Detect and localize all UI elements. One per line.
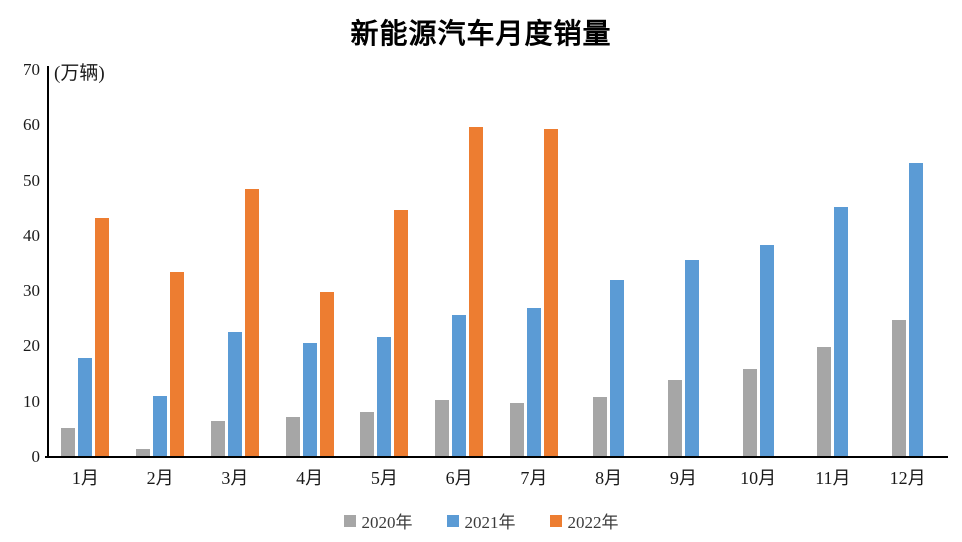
- y-axis-unit-label: (万辆): [54, 63, 105, 84]
- y-tick-label: 60: [23, 115, 40, 135]
- bar-2020年-5月: [360, 411, 375, 457]
- y-tick-label: 0: [31, 447, 41, 466]
- bar-2021年-10月: [759, 245, 774, 457]
- chart-legend: 2020年 2021年 2022年: [0, 508, 962, 533]
- y-tick-label: 70: [23, 60, 40, 79]
- x-tick-label: 11月: [815, 468, 851, 488]
- bar-2021年-4月: [302, 343, 317, 457]
- y-tick-label: 30: [23, 281, 40, 301]
- chart-title: 新能源汽车月度销量: [350, 19, 612, 50]
- legend-label: 2021年: [464, 513, 516, 532]
- bar-2020年-9月: [667, 379, 682, 457]
- legend-label: 2020年: [361, 513, 413, 532]
- bar-2022年-3月: [244, 189, 259, 457]
- bar-2022年-2月: [170, 272, 185, 457]
- x-tick-label: 5月: [370, 468, 398, 488]
- x-tick-label: 6月: [445, 468, 473, 488]
- legend-item-2020年: 2020年: [343, 508, 413, 533]
- y-axis-line: [47, 66, 49, 458]
- bar-2022年-1月: [95, 218, 110, 457]
- y-tick-label: 50: [23, 170, 40, 190]
- bar-2020年-8月: [593, 396, 608, 457]
- bar-2020年-10月: [742, 368, 757, 457]
- x-tick-label: 10月: [740, 468, 777, 488]
- bar-2021年-6月: [452, 315, 467, 457]
- legend-item-2022年: 2022年: [549, 508, 619, 533]
- x-tick-label: 9月: [669, 468, 697, 488]
- y-tick-label: 40: [23, 225, 40, 245]
- bar-2021年-7月: [526, 307, 541, 457]
- x-tick-label: 12月: [889, 468, 926, 488]
- bar-2020年-2月: [136, 448, 151, 457]
- legend-swatch-icon: [446, 514, 459, 527]
- bar-2021年-1月: [78, 358, 93, 457]
- bar-2020年-12月: [892, 319, 907, 457]
- bar-2020年-7月: [509, 402, 524, 457]
- bar-2022年-6月: [469, 126, 484, 457]
- bar-2020年-11月: [817, 346, 832, 457]
- bar-2020年-4月: [285, 417, 300, 457]
- x-tick-label: 1月: [71, 468, 99, 488]
- bar-2021年-5月: [377, 337, 392, 457]
- x-axis-line: [45, 456, 948, 458]
- bar-2022年-7月: [543, 129, 558, 457]
- bar-2020年-6月: [435, 399, 450, 457]
- x-tick-label: 2月: [146, 468, 174, 488]
- legend-swatch-icon: [343, 514, 356, 527]
- x-tick-label: 7月: [520, 468, 548, 488]
- bar-2021年-11月: [834, 207, 849, 457]
- bar-2022年-4月: [319, 292, 334, 457]
- bar-2021年-9月: [684, 260, 699, 457]
- legend-item-2021年: 2021年: [446, 508, 516, 533]
- legend-swatch-icon: [549, 514, 562, 527]
- bar-2021年-8月: [610, 279, 625, 457]
- x-tick-label: 8月: [595, 468, 623, 488]
- bar-2020年-1月: [61, 427, 76, 457]
- y-tick-label: 10: [23, 391, 40, 411]
- bar-2021年-3月: [227, 332, 242, 457]
- x-tick-label: 4月: [296, 468, 324, 488]
- y-tick-label: 20: [23, 336, 40, 356]
- legend-label: 2022年: [567, 513, 619, 532]
- bar-2022年-5月: [394, 209, 409, 457]
- x-tick-label: 3月: [221, 468, 249, 488]
- bar-2021年-12月: [909, 163, 924, 457]
- bar-2020年-3月: [210, 420, 225, 457]
- bar-2021年-2月: [153, 396, 168, 457]
